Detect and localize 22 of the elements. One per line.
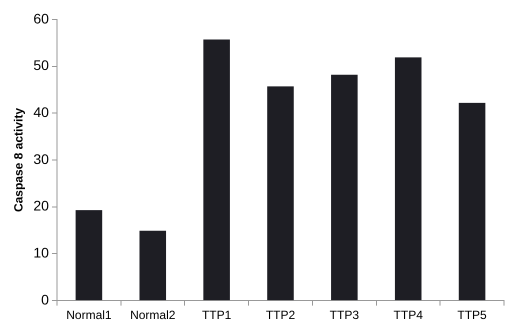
bar xyxy=(203,40,230,300)
x-tick-label: Normal1 xyxy=(66,308,112,322)
x-tick-label: TTP4 xyxy=(394,308,424,322)
y-tick-label: 0 xyxy=(41,291,50,308)
y-tick-label: 60 xyxy=(33,10,50,26)
bar xyxy=(458,102,486,300)
x-tick-label: TTP3 xyxy=(330,308,360,322)
y-axis-title: Caspase 8 activity xyxy=(12,108,26,212)
bar xyxy=(76,210,102,300)
x-tick-label: Normal2 xyxy=(130,308,176,322)
bar xyxy=(331,74,358,300)
y-tick-label: 30 xyxy=(33,150,50,167)
y-tick-label: 40 xyxy=(33,104,50,120)
y-tick-label: 20 xyxy=(33,198,50,214)
x-tick-label: TTP1 xyxy=(202,308,232,322)
x-tick-label: TTP2 xyxy=(266,308,296,322)
bar xyxy=(139,230,166,300)
bar xyxy=(394,57,422,300)
bar xyxy=(267,86,294,300)
y-tick-label: 50 xyxy=(33,57,50,74)
x-tick-label: TTP5 xyxy=(457,308,488,322)
y-tick-label: 10 xyxy=(33,244,50,261)
